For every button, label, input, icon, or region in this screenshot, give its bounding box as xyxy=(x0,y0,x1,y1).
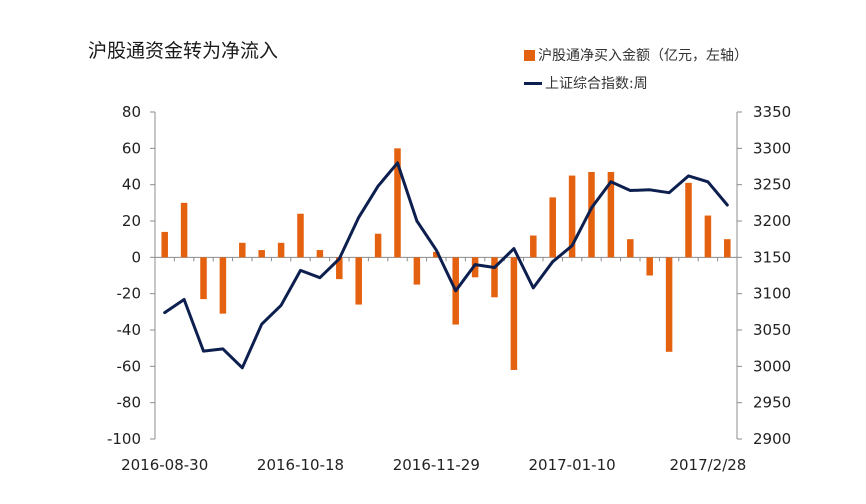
bar xyxy=(316,250,324,258)
axes-layer xyxy=(150,111,742,440)
left-axis-tick-label: -80 xyxy=(117,394,142,412)
bar xyxy=(471,257,479,278)
bar xyxy=(530,235,537,258)
legend-item-line: 上证综合指数:周 xyxy=(524,73,648,93)
bar xyxy=(724,239,731,258)
chart-title: 沪股通资金转为净流入 xyxy=(88,40,279,62)
legend-label-bar: 沪股通净买入金额（亿元，左轴） xyxy=(538,48,748,64)
right-axis-tick-label: 3000 xyxy=(753,357,791,375)
left-axis-tick-label: 60 xyxy=(122,139,141,157)
bar xyxy=(685,182,692,258)
x-axis-tick-label: 2017/2/28 xyxy=(669,456,746,474)
bar xyxy=(336,257,343,280)
legend-label-line: 上证综合指数:周 xyxy=(545,76,648,92)
x-axis-tick-label: 2016-08-30 xyxy=(121,456,208,474)
bar xyxy=(510,257,518,370)
right-axis-tick-label: 3050 xyxy=(753,321,791,339)
bar xyxy=(355,257,362,305)
left-axis-tick-label: -40 xyxy=(117,321,142,339)
right-axis-tick-label: 3250 xyxy=(753,176,791,194)
bar xyxy=(491,257,498,298)
left-axis-tick-label: -100 xyxy=(107,430,141,448)
left-axis-tick-label: 0 xyxy=(131,248,141,266)
bar xyxy=(277,242,285,258)
bar xyxy=(568,175,576,258)
x-axis-tick-label: 2017-01-10 xyxy=(529,456,616,474)
bar xyxy=(374,233,382,258)
bar xyxy=(413,257,421,285)
left-axis-tick-label: 80 xyxy=(122,103,141,121)
bar xyxy=(219,257,227,314)
right-axis-tick-label: 3100 xyxy=(753,285,791,303)
index-line xyxy=(163,161,729,370)
right-axis-tick-label: 3200 xyxy=(753,212,791,230)
left-axis-tick-label: -60 xyxy=(117,357,142,375)
legend-swatch-line xyxy=(524,81,542,85)
right-axis-tick-label: 2900 xyxy=(753,430,791,448)
bar xyxy=(704,215,712,258)
bar xyxy=(394,148,401,258)
bar xyxy=(588,171,595,258)
right-axis-tick-label: 2950 xyxy=(753,394,791,412)
x-axis-tick-label: 2016-10-18 xyxy=(257,456,344,474)
left-axis-tick-label: -20 xyxy=(117,285,142,303)
bar xyxy=(549,197,556,258)
bar xyxy=(665,257,673,352)
legend-swatch-bar xyxy=(524,49,535,61)
bar xyxy=(239,242,246,258)
line-layer xyxy=(163,161,729,370)
right-axis-tick-label: 3300 xyxy=(753,139,791,157)
bar xyxy=(433,251,440,258)
bar xyxy=(258,250,265,258)
bar xyxy=(646,257,653,276)
legend-item-bar: 沪股通净买入金额（亿元，左轴） xyxy=(524,45,748,65)
bar xyxy=(200,257,207,300)
bar xyxy=(297,213,304,258)
right-axis-tick-label: 3350 xyxy=(753,103,791,121)
x-axis-tick-label: 2016-11-29 xyxy=(393,456,480,474)
left-axis-tick-label: 20 xyxy=(122,212,141,230)
bar xyxy=(607,171,615,258)
bar xyxy=(627,239,634,258)
labels-layer: 80 60 40 20 0 -20 -40 -60 -80 -100 3350 3300 3250 320… xyxy=(107,103,791,474)
bar xyxy=(161,231,168,258)
left-axis-tick-label: 40 xyxy=(122,176,141,194)
bar xyxy=(180,202,188,258)
right-axis-tick-label: 3150 xyxy=(753,248,791,266)
